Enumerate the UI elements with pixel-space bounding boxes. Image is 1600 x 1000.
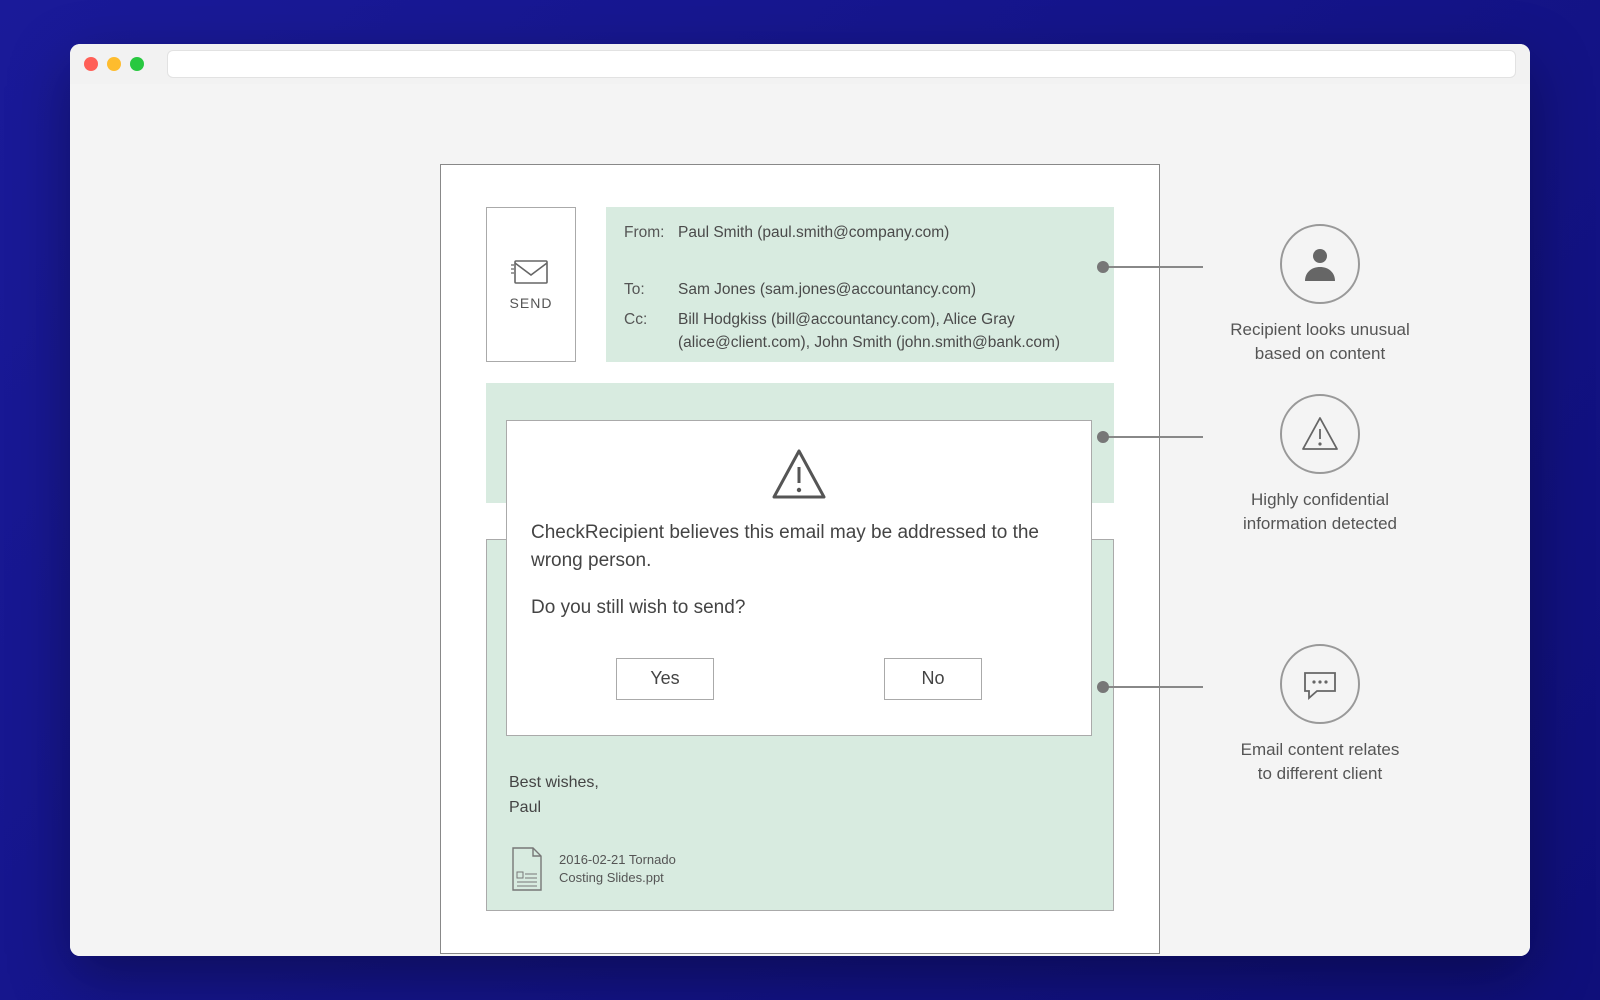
attachment-name-1: 2016-02-21 Tornado (559, 851, 676, 869)
callout-recipient: Recipient looks unusual based on content (1170, 224, 1470, 366)
dialog-question: Do you still wish to send? (531, 594, 1067, 622)
minimize-icon[interactable] (107, 57, 121, 71)
content-area: SEND From: Paul Smith (paul.smith@compan… (70, 84, 1530, 956)
browser-window: SEND From: Paul Smith (paul.smith@compan… (70, 44, 1530, 956)
signoff-2: Paul (509, 796, 1091, 821)
callout-confidential: Highly confidential information detected (1170, 394, 1470, 536)
attachment-name-2: Costing Slides.ppt (559, 869, 676, 887)
dialog-message: CheckRecipient believes this email may b… (531, 519, 1067, 574)
from-value[interactable]: Paul Smith (paul.smith@company.com) (678, 221, 1096, 244)
chat-icon (1299, 663, 1341, 705)
to-label: To: (624, 278, 678, 301)
from-label: From: (624, 221, 678, 244)
no-button[interactable]: No (884, 658, 982, 700)
yes-button[interactable]: Yes (616, 658, 714, 700)
cc-label: Cc: (624, 308, 678, 355)
send-label: SEND (510, 295, 553, 311)
callout-2-line-2: information detected (1170, 512, 1470, 536)
email-headers: From: Paul Smith (paul.smith@company.com… (606, 207, 1114, 362)
callout-1-line-1: Recipient looks unusual (1170, 318, 1470, 342)
attachment-name: 2016-02-21 Tornado Costing Slides.ppt (559, 851, 676, 886)
callout-2-line-1: Highly confidential (1170, 488, 1470, 512)
callout-content: Email content relates to different clien… (1170, 644, 1470, 786)
maximize-icon[interactable] (130, 57, 144, 71)
confirm-dialog: CheckRecipient believes this email may b… (506, 420, 1092, 736)
person-icon (1299, 243, 1341, 285)
to-value[interactable]: Sam Jones (sam.jones@accountancy.com) (678, 278, 1096, 301)
envelope-icon (511, 259, 551, 285)
signoff-1: Best wishes, (509, 771, 1091, 796)
warning-icon (770, 447, 828, 501)
callout-3-line-1: Email content relates (1170, 738, 1470, 762)
send-button[interactable]: SEND (486, 207, 576, 362)
cc-value[interactable]: Bill Hodgkiss (bill@accountancy.com), Al… (678, 308, 1096, 355)
callout-3-line-2: to different client (1170, 762, 1470, 786)
address-bar[interactable] (167, 50, 1516, 78)
callout-1-line-2: based on content (1170, 342, 1470, 366)
attachment[interactable]: 2016-02-21 Tornado Costing Slides.ppt (509, 846, 676, 892)
window-titlebar (70, 44, 1530, 84)
warning-icon (1299, 413, 1341, 455)
file-icon (509, 846, 545, 892)
close-icon[interactable] (84, 57, 98, 71)
